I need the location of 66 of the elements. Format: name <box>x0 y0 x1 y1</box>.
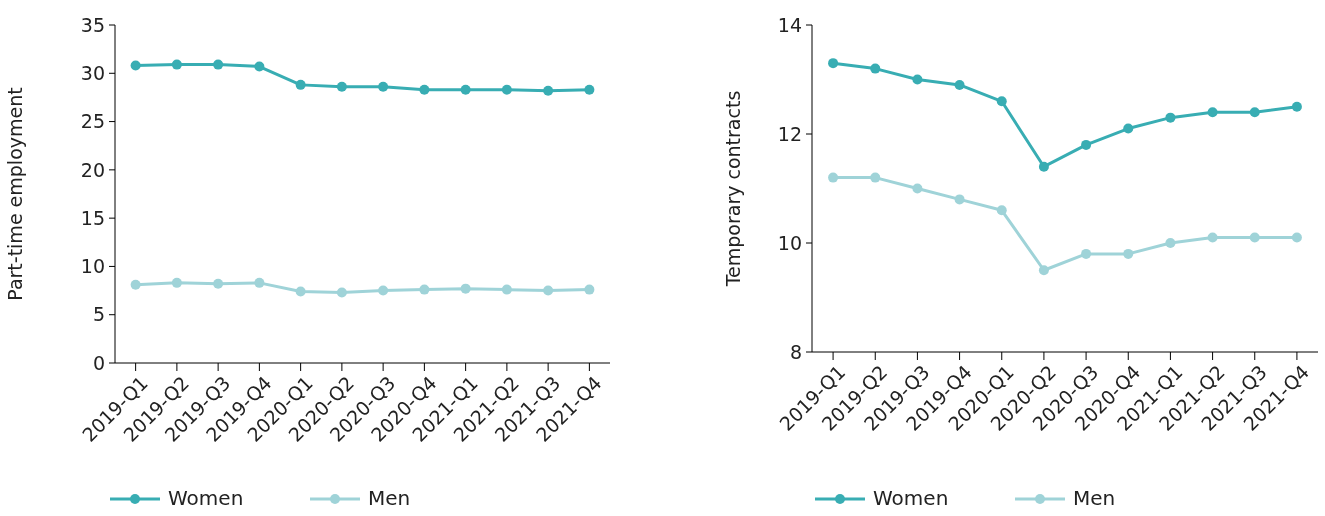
point <box>584 84 595 95</box>
point <box>130 60 141 71</box>
point <box>1207 107 1218 118</box>
point <box>1123 123 1134 134</box>
point <box>254 61 265 72</box>
point <box>584 284 595 295</box>
point <box>1249 107 1260 118</box>
point <box>1123 248 1134 259</box>
point <box>130 279 141 290</box>
legend-label: Men <box>1073 486 1116 510</box>
point <box>501 284 512 295</box>
point <box>419 84 430 95</box>
point <box>870 63 881 74</box>
y-tick-label: 5 <box>92 303 105 326</box>
y-tick-label: 15 <box>80 206 105 229</box>
y-tick-label: 14 <box>777 13 802 36</box>
point <box>1081 248 1092 259</box>
y-tick-label: 35 <box>80 13 105 36</box>
legend-label: Men <box>368 486 411 510</box>
point <box>1291 232 1302 243</box>
y-tick-label: 10 <box>80 255 105 278</box>
legend-label: Women <box>168 486 244 510</box>
point <box>171 277 182 288</box>
point <box>996 205 1007 216</box>
point <box>870 172 881 183</box>
y-tick-label: 25 <box>80 110 105 133</box>
y-axis-title: Part-time employment <box>4 87 26 301</box>
point <box>254 277 265 288</box>
point <box>378 285 389 296</box>
y-tick-label: 20 <box>80 158 105 181</box>
point <box>1249 232 1260 243</box>
point <box>295 286 306 297</box>
point <box>1207 232 1218 243</box>
point <box>460 283 471 294</box>
point <box>336 287 347 298</box>
point <box>996 96 1007 107</box>
point <box>419 284 430 295</box>
point <box>954 194 965 205</box>
y-tick-label: 0 <box>92 351 105 374</box>
y-tick-label: 30 <box>80 61 105 84</box>
point <box>1165 112 1176 123</box>
y-tick-label: 10 <box>777 231 802 254</box>
point <box>828 172 839 183</box>
point <box>543 85 554 96</box>
point <box>1038 265 1049 276</box>
legend-label: Women <box>873 486 949 510</box>
point <box>1165 238 1176 248</box>
point <box>912 183 923 194</box>
point <box>171 59 182 70</box>
point <box>1038 161 1049 172</box>
point <box>295 79 306 90</box>
point <box>1291 101 1302 112</box>
point <box>336 81 347 92</box>
y-tick-label: 8 <box>789 340 802 363</box>
point <box>460 84 471 95</box>
y-axis-title: Temporary contracts <box>722 90 744 288</box>
point <box>213 59 224 70</box>
point <box>828 58 839 69</box>
point <box>954 79 965 90</box>
y-tick-label: 12 <box>777 122 802 145</box>
point <box>501 84 512 95</box>
point <box>912 74 923 85</box>
point <box>213 278 224 289</box>
point <box>1081 139 1092 150</box>
point <box>378 81 389 92</box>
point <box>543 285 554 296</box>
